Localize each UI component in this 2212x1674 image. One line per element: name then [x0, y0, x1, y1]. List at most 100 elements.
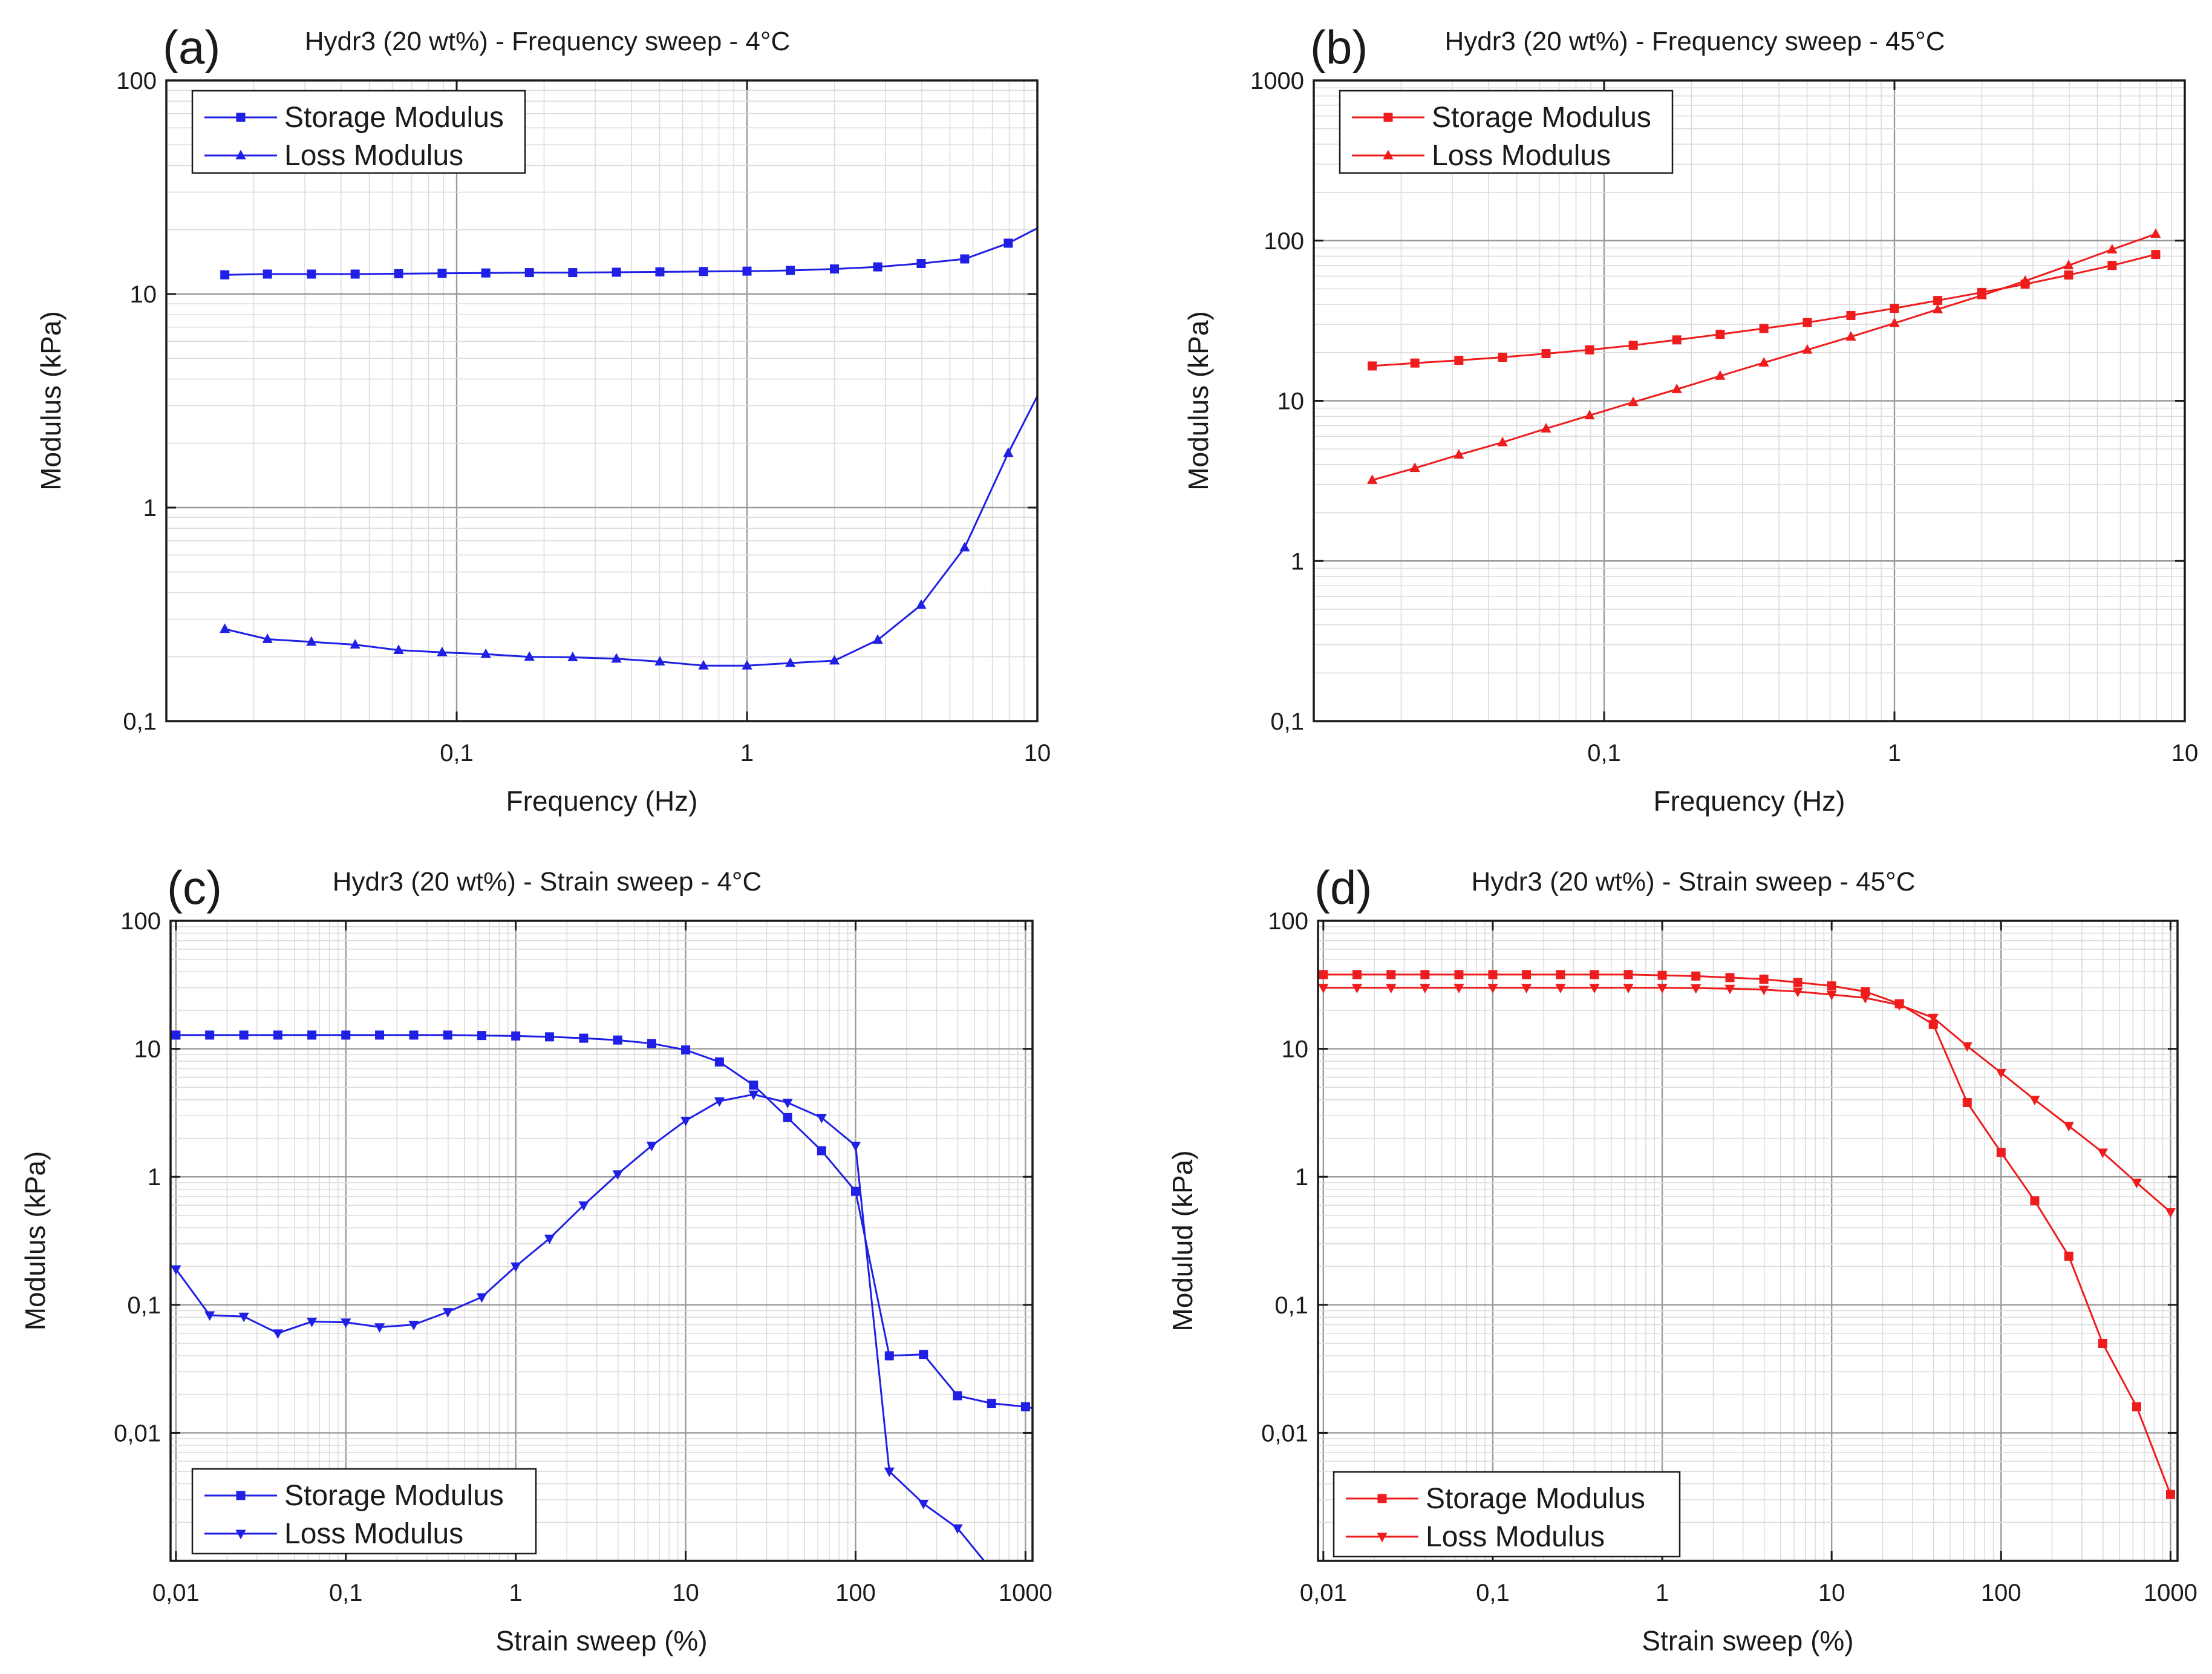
loss-modulus-point	[524, 651, 535, 661]
loss-modulus-point	[1933, 304, 1943, 313]
storage-modulus-point	[1861, 987, 1870, 996]
storage-modulus-point	[481, 268, 491, 278]
storage-modulus-point	[1628, 341, 1638, 350]
grid	[165, 79, 1039, 722]
panel-label: (b)	[1310, 21, 1368, 74]
x-tick-label: 1	[740, 740, 754, 767]
loss-modulus-point	[1453, 449, 1464, 459]
loss-modulus-point	[829, 655, 840, 665]
chart-title: Hydr3 (20 wt%) - Frequency sweep - 45°C	[1445, 27, 1945, 56]
storage-modulus-point	[1827, 981, 1836, 991]
loss-modulus-point	[680, 1116, 691, 1126]
x-axis-label: Strain sweep (%)	[1642, 1625, 1853, 1656]
storage-modulus-point	[714, 1057, 724, 1067]
storage-modulus-point	[1846, 310, 1856, 320]
loss-modulus-point	[1976, 289, 1988, 299]
loss-modulus-point	[1541, 423, 1551, 433]
loss-modulus-point	[816, 1113, 827, 1123]
loss-modulus-point	[612, 1170, 623, 1180]
x-tick-label: 0,1	[1587, 740, 1621, 767]
legend-label: Loss Modulus	[284, 1518, 463, 1550]
loss-modulus-point	[437, 646, 448, 656]
x-tick-label: 10	[1818, 1580, 1845, 1606]
loss-modulus-point	[1845, 331, 1856, 341]
series-line-storage-modulus	[224, 227, 1037, 276]
storage-modulus-point	[1410, 358, 1420, 368]
storage-modulus-point	[239, 1030, 249, 1040]
legend: Storage Modulus Loss Modulus	[1339, 90, 1674, 174]
axis-ticks	[166, 79, 1039, 722]
legend: Storage Modulus Loss Modulus	[1333, 1471, 1681, 1558]
storage-modulus-point	[850, 1186, 860, 1196]
storage-modulus-point	[1368, 361, 1377, 371]
x-axis-label: Frequency (Hz)	[1654, 785, 1845, 817]
panel-label: (d)	[1314, 861, 1372, 914]
storage-modulus-point	[1020, 1402, 1030, 1411]
loss-modulus-point	[1497, 436, 1508, 446]
x-tick-label: 1	[509, 1580, 523, 1606]
legend: Storage Modulus Loss Modulus	[191, 1468, 537, 1555]
x-tick-label: 1	[1656, 1580, 1669, 1606]
storage-modulus-point	[341, 1030, 351, 1040]
x-tick-label: 100	[835, 1580, 876, 1606]
x-axis-label: Frequency (Hz)	[506, 785, 698, 817]
grid	[171, 920, 1033, 1562]
storage-modulus-point	[647, 1039, 656, 1048]
x-tick-label: 1000	[999, 1580, 1052, 1606]
loss-modulus-point	[646, 1142, 657, 1152]
loss-modulus-point	[1046, 362, 1057, 372]
storage-modulus-point	[511, 1031, 521, 1041]
series-line-storage-modulus	[1323, 973, 2171, 1495]
loss-modulus-point	[2165, 1208, 2176, 1218]
loss-modulus-point	[1657, 984, 1668, 994]
loss-modulus-point	[1521, 984, 1532, 994]
storage-modulus-point	[1055, 1410, 1064, 1419]
storage-modulus-point	[1715, 330, 1725, 339]
legend-marker-storage-modulus	[236, 1491, 246, 1500]
loss-modulus-point	[1889, 317, 1900, 327]
loss-modulus-point	[393, 644, 404, 655]
loss-modulus-point	[374, 1323, 385, 1333]
y-tick-label: 1	[1291, 548, 1304, 575]
loss-modulus-point	[1628, 396, 1639, 407]
legend-label: Loss Modulus	[1426, 1521, 1605, 1553]
loss-modulus-point	[1894, 1001, 1905, 1011]
y-tick-label: 10	[1282, 1036, 1309, 1063]
chart-title: Hydr3 (20 wt%) - Frequency sweep - 4°C	[305, 27, 791, 56]
panel-label: (a)	[163, 21, 220, 74]
loss-modulus-point	[341, 1318, 351, 1329]
storage-modulus-point	[350, 269, 360, 279]
storage-modulus-point	[1725, 973, 1735, 982]
storage-modulus-point	[987, 1399, 996, 1408]
legend: Storage Modulus Loss Modulus	[191, 90, 526, 174]
loss-modulus-point	[350, 639, 361, 649]
storage-modulus-point	[742, 266, 752, 276]
x-tick-label: 10	[672, 1580, 699, 1606]
grid	[1318, 920, 2178, 1562]
y-axis-label: Modulud (kPa)	[1167, 1150, 1198, 1331]
y-tick-label: 100	[120, 908, 161, 935]
loss-modulus-point	[1487, 984, 1498, 994]
legend-marker-loss-modulus	[1377, 1532, 1388, 1543]
storage-modulus-point	[960, 254, 970, 264]
storage-modulus-point	[1352, 970, 1362, 979]
x-tick-label: 1	[1888, 740, 1901, 767]
y-tick-label: 0,01	[114, 1420, 161, 1447]
legend-marker-loss-modulus	[1383, 149, 1394, 160]
loss-modulus-point	[2063, 1122, 2074, 1132]
y-tick-label: 1000	[1250, 68, 1304, 94]
loss-modulus-point	[272, 1329, 283, 1339]
loss-modulus-point	[952, 1524, 963, 1534]
storage-modulus-point	[1047, 217, 1056, 226]
loss-modulus-point	[1453, 984, 1464, 994]
loss-modulus-point	[1671, 384, 1682, 393]
storage-modulus-point	[749, 1081, 759, 1090]
y-axis-label: Modulus (kPa)	[1183, 311, 1214, 491]
legend-label: Storage Modulus	[1432, 102, 1651, 134]
x-tick-label: 0,1	[1476, 1580, 1510, 1606]
legend-box	[191, 90, 526, 174]
loss-modulus-point	[611, 653, 622, 663]
x-tick-label: 10	[1024, 740, 1051, 767]
storage-modulus-point	[579, 1033, 589, 1043]
loss-modulus-point	[442, 1308, 453, 1318]
